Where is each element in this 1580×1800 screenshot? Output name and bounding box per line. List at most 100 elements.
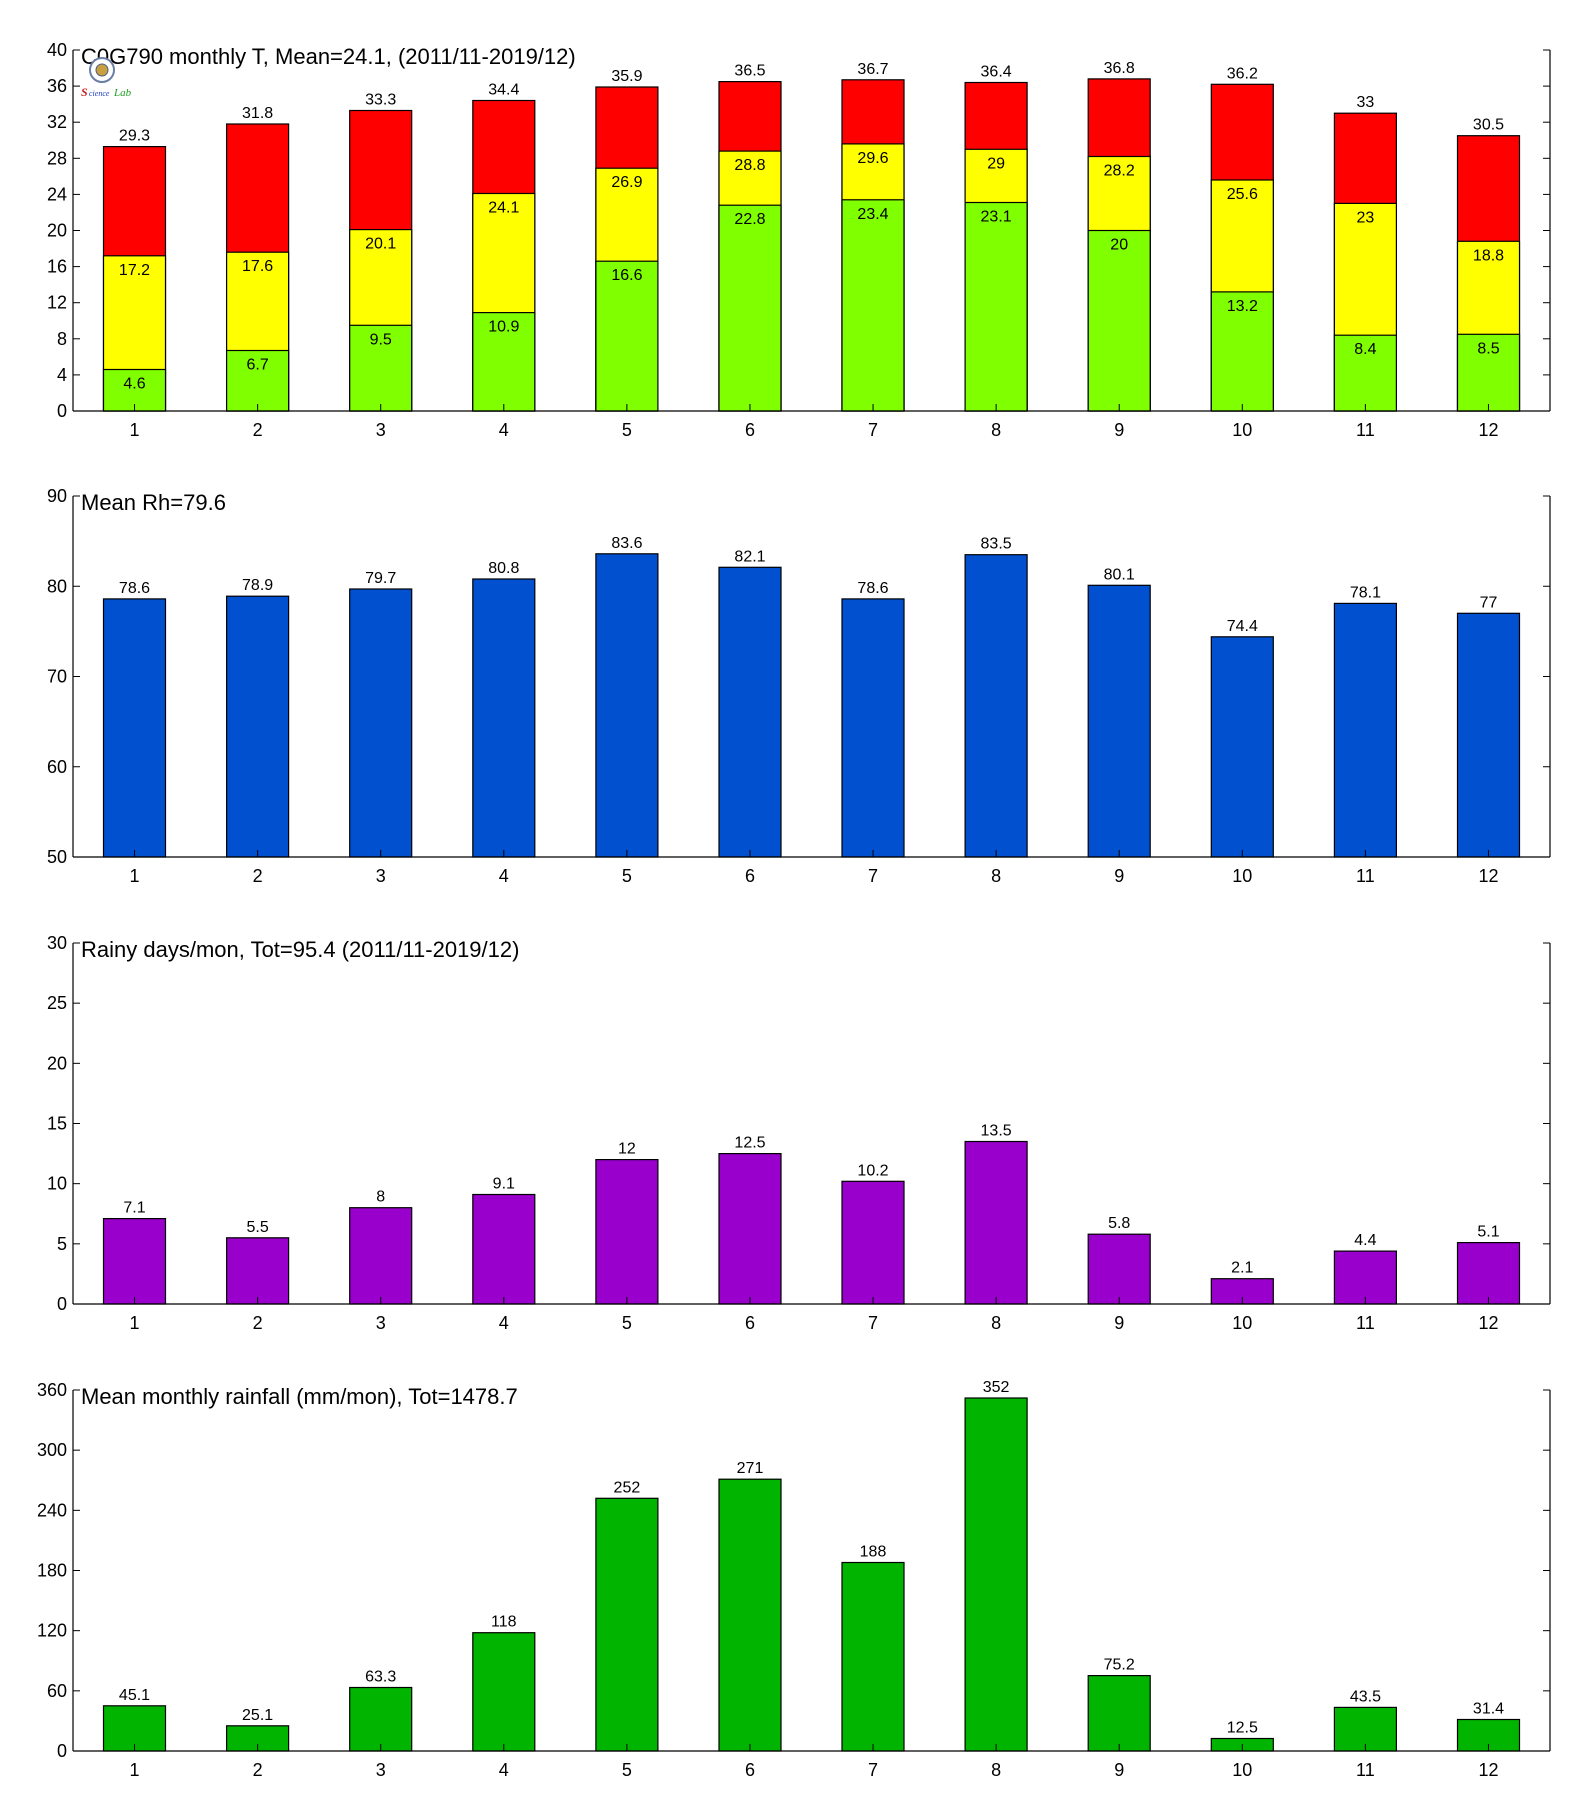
y-tick-label: 0 <box>57 1294 67 1314</box>
data-label-s1-c8: 13.5 <box>981 1123 1012 1140</box>
logo-script-icon: cience <box>89 89 110 98</box>
data-label-s1-c2: 25.1 <box>242 1707 273 1724</box>
data-label-s2-c3: 20.1 <box>365 236 396 253</box>
x-tick-label: 10 <box>1232 420 1252 440</box>
bar-s1-c6 <box>718 566 782 858</box>
data-label-s1-c9: 80.1 <box>1104 566 1135 583</box>
data-label-s1-c5: 12 <box>618 1141 636 1158</box>
data-label-s2-c10: 25.6 <box>1227 186 1258 203</box>
bar-s1-c1 <box>102 598 167 858</box>
bar-s1-c8 <box>964 1140 1028 1305</box>
bar-s3-c6 <box>718 204 782 412</box>
bar-s1-c7 <box>841 1180 905 1305</box>
x-tick-label: 2 <box>253 1760 263 1780</box>
data-label-s1-c4: 80.8 <box>488 560 519 577</box>
bar-s1-c3 <box>349 1207 413 1305</box>
data-label-s1-c11: 78.1 <box>1350 584 1381 601</box>
data-label-s1-c9: 5.8 <box>1108 1215 1130 1232</box>
data-label-s1-c7: 10.2 <box>857 1162 888 1179</box>
chart-title: Rainy days/mon, Tot=95.4 (2011/11-2019/1… <box>81 937 519 962</box>
data-labels: 78.6 78.9 79.7 80.8 83.6 82.1 78.6 83.5 80.1 74.4… <box>119 535 1498 635</box>
x-tick-label: 10 <box>1232 866 1252 886</box>
data-label-s1-c12: 77 <box>1480 594 1498 611</box>
data-label-s3-c10: 13.2 <box>1227 298 1258 315</box>
y-tick-label: 0 <box>57 1741 67 1761</box>
data-label-s1-c5: 252 <box>614 1479 641 1496</box>
chart-title: Mean Rh=79.6 <box>81 490 226 515</box>
x-tick-label: 2 <box>253 866 263 886</box>
y-tick-label: 10 <box>47 1174 67 1194</box>
bar-s1-c12 <box>1456 1241 1521 1305</box>
bar-s1-c3 <box>349 1686 413 1752</box>
chart-title: C0G790 monthly T, Mean=24.1, (2011/11-20… <box>81 44 576 69</box>
bar-s3-c11 <box>1333 334 1398 412</box>
bars <box>102 553 1521 858</box>
x-tick-label: 4 <box>499 420 509 440</box>
x-tick-label: 8 <box>991 420 1001 440</box>
data-label-s1-c3: 79.7 <box>365 570 396 587</box>
bar-s1-c4 <box>472 578 536 858</box>
bars <box>102 1397 1521 1752</box>
bar-s3-c7 <box>841 199 905 412</box>
bar-s1-c4 <box>472 1632 536 1752</box>
chart-title: Mean monthly rainfall (mm/mon), Tot=1478… <box>81 1384 518 1409</box>
y-tick-label: 15 <box>47 1114 67 1134</box>
data-label-s1-c3: 33.3 <box>365 92 396 109</box>
bar-s1-c11 <box>1333 1706 1398 1752</box>
data-label-s1-c1: 45.1 <box>119 1687 150 1704</box>
data-label-s1-c10: 74.4 <box>1227 618 1258 635</box>
data-label-s3-c7: 23.4 <box>857 206 888 223</box>
bar-s1-c6 <box>718 1478 782 1752</box>
bar-s1-c9 <box>1087 1674 1151 1752</box>
x-tick-label: 11 <box>1356 1313 1375 1333</box>
x-tick-label: 4 <box>499 866 509 886</box>
bars <box>102 78 1521 412</box>
data-label-s1-c12: 31.4 <box>1473 1701 1504 1718</box>
y-tick-label: 60 <box>47 1681 67 1701</box>
y-tick-label: 300 <box>37 1440 67 1460</box>
x-tick-label: 3 <box>376 866 386 886</box>
bar-s1-c5 <box>595 553 659 858</box>
x-tick-label: 6 <box>745 866 755 886</box>
bars <box>102 1140 1521 1305</box>
bar-s3-c10 <box>1210 291 1274 412</box>
y-tick-label: 180 <box>37 1561 67 1581</box>
x-tick-label: 3 <box>376 1760 386 1780</box>
x-tick-label: 12 <box>1478 866 1498 886</box>
x-tick-label: 11 <box>1356 420 1375 440</box>
data-label-s1-c9: 75.2 <box>1104 1657 1135 1674</box>
data-label-s1-c1: 7.1 <box>123 1200 145 1217</box>
x-tick-label: 10 <box>1232 1760 1252 1780</box>
data-labels: 29.3 31.8 33.3 34.4 35.9 36.5 36.7 36.4 36.8 36.2… <box>119 60 1504 393</box>
x-ticks: 1 2 3 4 5 6 7 8 9 10 11 12 <box>130 850 1498 886</box>
y-tick-label: 4 <box>57 365 67 385</box>
bar-s1-c8 <box>964 1397 1028 1752</box>
data-label-s1-c10: 36.2 <box>1227 65 1258 82</box>
x-tick-label: 1 <box>130 1313 140 1333</box>
y-tick-label: 50 <box>47 847 67 867</box>
data-labels: 7.1 5.5 8 9.1 12 12.5 10.2 13.5 5.8 2.1 4.4 5.1 <box>123 1123 1499 1277</box>
x-ticks: 1 2 3 4 5 6 7 8 9 10 11 12 <box>130 1744 1498 1780</box>
data-label-s2-c9: 28.2 <box>1104 163 1135 180</box>
y-tick-label: 60 <box>47 757 67 777</box>
data-label-s1-c11: 43.5 <box>1350 1688 1381 1705</box>
data-label-s1-c9: 36.8 <box>1104 60 1135 77</box>
x-tick-label: 1 <box>130 1760 140 1780</box>
bar-s1-c3 <box>349 588 413 858</box>
x-tick-label: 11 <box>1356 1760 1375 1780</box>
x-tick-label: 8 <box>991 1313 1001 1333</box>
y-tick-label: 240 <box>37 1500 67 1520</box>
chart-panel-4: 45.125.163.311825227118835275.212.543.53… <box>37 1379 1551 1780</box>
logo-mark-icon: S <box>81 85 88 99</box>
data-label-s1-c2: 31.8 <box>242 105 273 122</box>
x-tick-label: 9 <box>1114 866 1124 886</box>
data-label-s1-c3: 63.3 <box>365 1669 396 1686</box>
y-tick-label: 40 <box>47 40 67 60</box>
x-tick-label: 12 <box>1478 420 1498 440</box>
data-label-s2-c8: 29 <box>987 155 1005 172</box>
data-label-s1-c12: 30.5 <box>1473 117 1504 134</box>
x-tick-label: 9 <box>1114 420 1124 440</box>
data-label-s1-c3: 8 <box>376 1189 385 1206</box>
y-tick-label: 8 <box>57 329 67 349</box>
bar-s1-c7 <box>841 1561 905 1752</box>
